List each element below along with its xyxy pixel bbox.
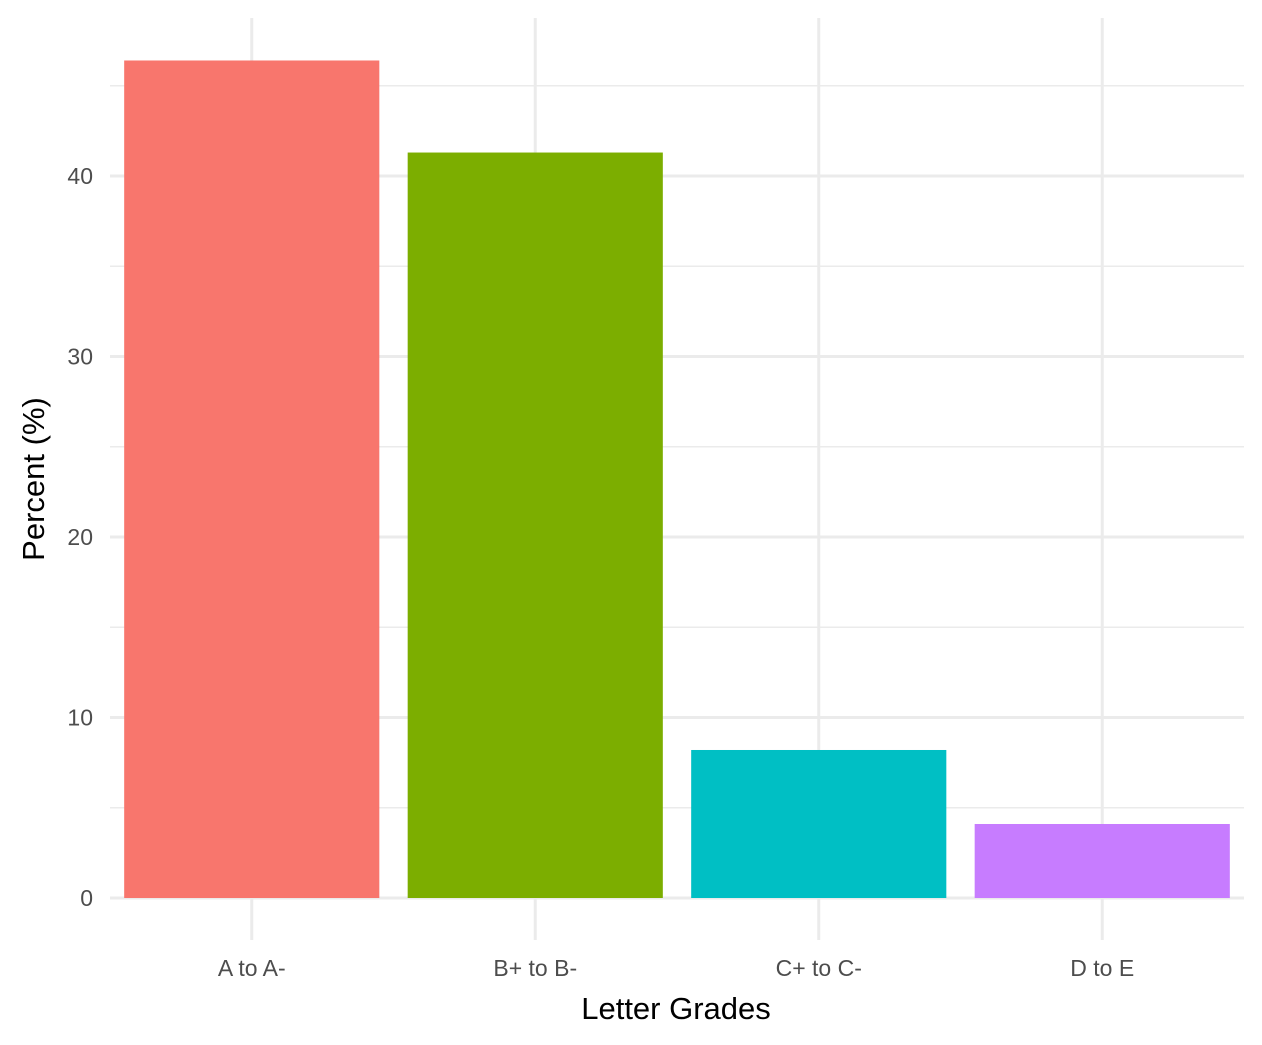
x-tick-label: C+ to C- <box>776 955 862 981</box>
y-tick-label: 10 <box>67 705 93 731</box>
bar <box>974 823 1230 898</box>
y-tick-label: 20 <box>67 524 93 550</box>
bars <box>124 60 1230 899</box>
y-tick-label: 0 <box>80 885 93 911</box>
x-axis-title: Letter Grades <box>581 991 771 1026</box>
bar <box>691 749 947 898</box>
bar <box>124 60 380 899</box>
x-tick-labels: A to A- B+ to B- C+ to C- D to E <box>218 955 1134 981</box>
x-tick-label: A to A- <box>218 955 286 981</box>
bar <box>407 152 663 898</box>
x-tick-label: B+ to B- <box>493 955 577 981</box>
x-tick-label: D to E <box>1070 955 1134 981</box>
y-tick-labels: 0 10 20 30 40 <box>67 163 93 911</box>
y-axis-title: Percent (%) <box>16 397 51 561</box>
y-tick-label: 40 <box>67 163 93 189</box>
y-tick-label: 30 <box>67 344 93 370</box>
